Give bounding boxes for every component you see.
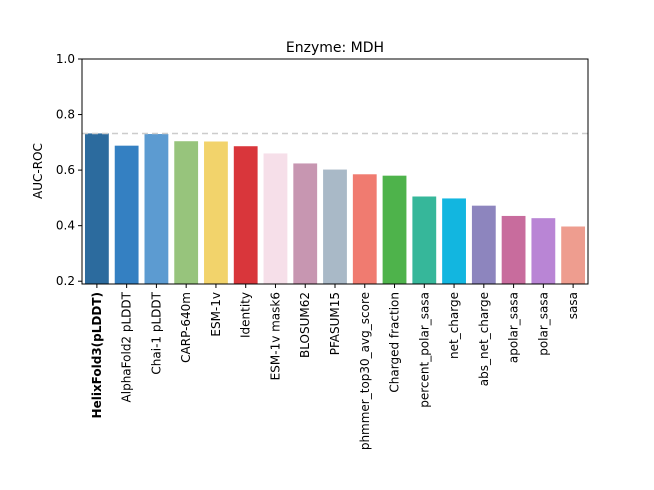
bar [144, 134, 169, 284]
bar [531, 218, 556, 284]
bar [323, 169, 347, 284]
bar [293, 163, 318, 284]
x-tick-label: PFASUM15 [328, 292, 342, 355]
x-tick-label: polar_sasa [536, 292, 550, 356]
bar [561, 226, 586, 284]
bar [352, 174, 377, 284]
chart-title: Enzyme: MDH [286, 40, 384, 56]
bar [382, 175, 407, 284]
x-tick-label: ESM-1v mask6 [268, 292, 282, 380]
bar [501, 215, 526, 284]
bar [442, 198, 466, 284]
x-tick-label: sasa [566, 292, 580, 319]
bar-group [84, 133, 586, 284]
y-tick-label: 0.2 [56, 274, 75, 288]
x-tick-label: net_charge [447, 292, 461, 359]
bar [84, 133, 109, 284]
x-tick-label: Charged fraction [388, 292, 402, 393]
x-tick-label: AlphaFold2 pLDDT [120, 291, 134, 402]
y-tick-label: 0.8 [56, 108, 75, 122]
x-axis: HelixFold3(pLDDT) AlphaFold2 pLDDT Chai-1 … [90, 284, 580, 450]
x-tick-label: CARP-640m [179, 292, 193, 363]
bar [412, 196, 437, 284]
x-tick-label: ESM-1v [209, 292, 223, 337]
y-tick-label: 0.4 [56, 219, 75, 233]
bar [174, 141, 199, 284]
x-tick-label: BLOSUM62 [298, 292, 312, 358]
x-tick-label: HelixFold3(pLDDT) [90, 292, 104, 418]
bar [114, 145, 139, 284]
y-tick-label: 1.0 [56, 52, 75, 66]
x-tick-label: apolar_sasa [507, 292, 521, 363]
x-tick-label: Chai-1 pLDDT [149, 291, 163, 374]
y-axis-label: AUC-ROC [31, 143, 45, 199]
bar [204, 141, 228, 284]
bar [263, 153, 288, 284]
x-tick-label: phmmer_top30_avg_score [358, 292, 372, 450]
y-tick-label: 0.6 [56, 163, 75, 177]
y-axis: 0.2 0.4 0.6 0.8 1.0 [56, 52, 82, 288]
plot-frame [81, 58, 589, 285]
x-tick-label: Identity [239, 292, 253, 338]
bar [233, 146, 258, 284]
x-tick-label: abs_net_charge [477, 292, 491, 386]
x-tick-label: percent_polar_sasa [417, 292, 431, 408]
bar [471, 205, 496, 284]
